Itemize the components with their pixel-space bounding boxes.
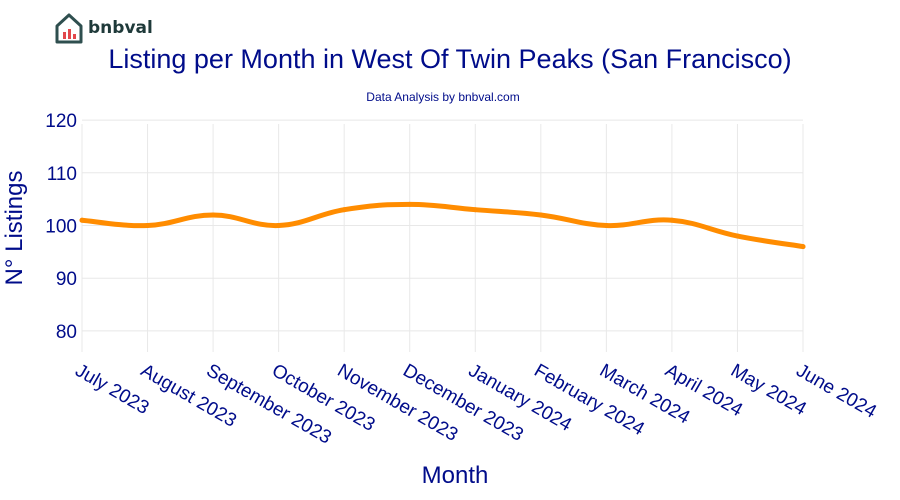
series-layer	[79, 201, 806, 250]
data-point	[145, 223, 151, 228]
data-point	[538, 212, 544, 218]
grid	[81, 119, 804, 352]
series-line	[79, 201, 806, 250]
data-point	[79, 217, 85, 223]
chart-title: Listing per Month in West Of Twin Peaks …	[108, 44, 792, 74]
x-tick-label: February 2024	[530, 360, 648, 440]
data-point	[472, 207, 478, 213]
y-tick-label: 120	[45, 111, 77, 132]
brand-name: bnbval	[88, 18, 153, 38]
data-point	[341, 207, 347, 213]
brand-logo: bnbval	[54, 12, 153, 44]
x-axis-label: Month	[422, 462, 489, 489]
house-logo-icon	[55, 13, 83, 44]
y-tick-label: 90	[56, 269, 77, 290]
y-axis-label: N° Listings	[1, 171, 28, 286]
data-point	[210, 212, 216, 218]
y-tick-label: 100	[45, 217, 77, 238]
x-tick-label: July 2023	[72, 360, 153, 419]
y-tick-label: 110	[47, 164, 77, 185]
data-point	[734, 233, 740, 239]
data-point	[800, 244, 806, 250]
data-point	[407, 201, 413, 207]
x-tick-label: June 2024	[793, 360, 881, 423]
data-point	[669, 217, 675, 223]
chart-subtitle: Data Analysis by bnbval.com	[366, 90, 520, 104]
data-point	[603, 223, 609, 228]
y-tick-label: 80	[56, 322, 77, 343]
y-axis-ticks: 80 90 100 110 120	[45, 111, 77, 343]
data-point	[276, 223, 282, 228]
